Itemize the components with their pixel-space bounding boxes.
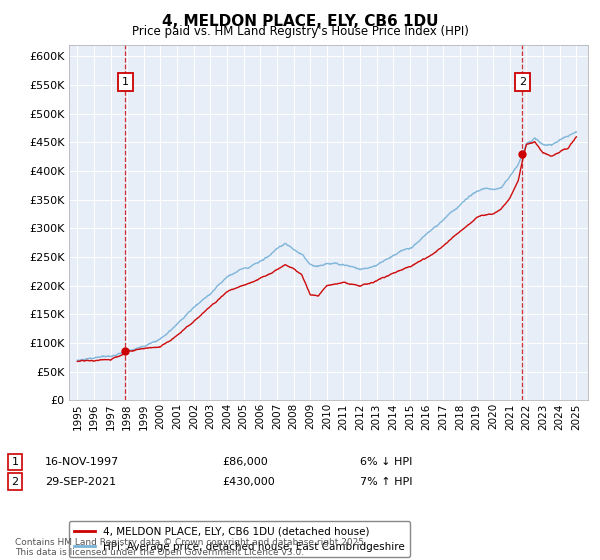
Text: £430,000: £430,000 [222,477,275,487]
Text: 29-SEP-2021: 29-SEP-2021 [45,477,116,487]
Text: 16-NOV-1997: 16-NOV-1997 [45,457,119,467]
Text: 4, MELDON PLACE, ELY, CB6 1DU: 4, MELDON PLACE, ELY, CB6 1DU [162,14,438,29]
Text: 6% ↓ HPI: 6% ↓ HPI [360,457,412,467]
Text: £86,000: £86,000 [222,457,268,467]
Text: 2: 2 [11,477,19,487]
Legend: 4, MELDON PLACE, ELY, CB6 1DU (detached house), HPI: Average price, detached hou: 4, MELDON PLACE, ELY, CB6 1DU (detached … [69,521,410,557]
Text: 1: 1 [11,457,19,467]
Text: 1: 1 [122,77,129,87]
Text: Contains HM Land Registry data © Crown copyright and database right 2025.
This d: Contains HM Land Registry data © Crown c… [15,538,367,557]
Text: 2: 2 [519,77,526,87]
Text: Price paid vs. HM Land Registry's House Price Index (HPI): Price paid vs. HM Land Registry's House … [131,25,469,38]
Text: 7% ↑ HPI: 7% ↑ HPI [360,477,413,487]
